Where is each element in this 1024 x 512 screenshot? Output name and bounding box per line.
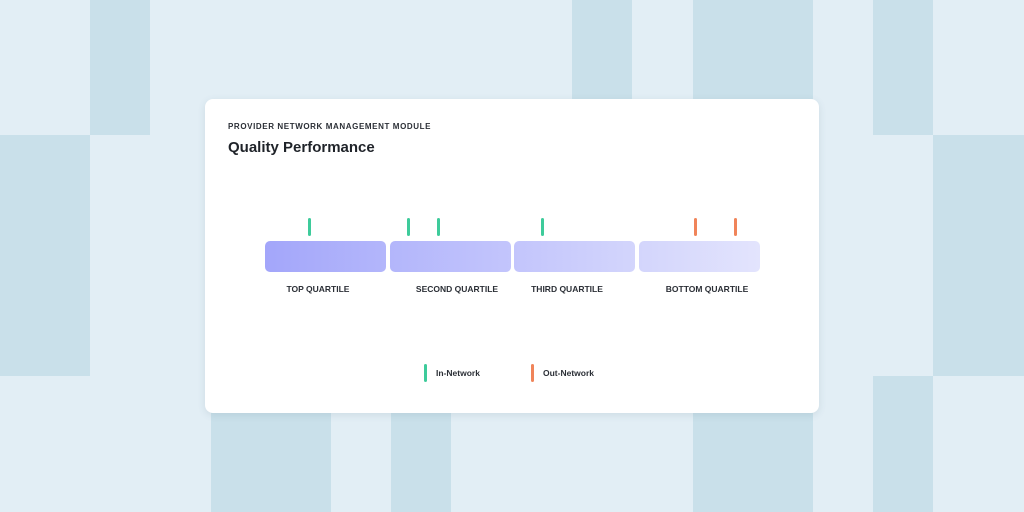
quartile-label: SECOND QUARTILE xyxy=(415,284,499,294)
background-block xyxy=(0,135,90,376)
quartile-segment xyxy=(514,241,636,272)
background-block xyxy=(933,135,1024,376)
in-network-marker xyxy=(436,218,440,236)
in-network-marker xyxy=(308,218,312,236)
background-block xyxy=(572,0,632,100)
card-title: Quality Performance xyxy=(228,139,375,156)
quartile-segment xyxy=(638,241,760,272)
background-block xyxy=(391,400,451,512)
background-block xyxy=(211,400,331,512)
quartile-label: BOTTOM QUARTILE xyxy=(665,284,749,294)
out-network-marker xyxy=(733,218,737,236)
quartile-label: THIRD QUARTILE xyxy=(531,284,603,294)
module-eyebrow: PROVIDER NETWORK MANAGEMENT MODULE xyxy=(228,122,432,131)
in-network-marker xyxy=(540,218,544,236)
quartile-label: TOP QUARTILE xyxy=(286,284,350,294)
quartile-segment xyxy=(389,241,511,272)
background-block xyxy=(693,0,813,100)
background-block xyxy=(90,0,150,135)
quality-performance-card: PROVIDER NETWORK MANAGEMENT MODULE Quali… xyxy=(205,99,819,413)
out-network-swatch xyxy=(531,364,534,382)
in-network-label: In-Network xyxy=(436,368,480,378)
in-network-marker xyxy=(407,218,411,236)
background-block xyxy=(693,400,813,512)
background-block xyxy=(873,0,933,135)
out-network-label: Out-Network xyxy=(543,368,594,378)
background-block xyxy=(873,376,933,512)
quartile-segment xyxy=(265,241,387,272)
in-network-swatch xyxy=(424,364,427,382)
out-network-marker xyxy=(694,218,698,236)
